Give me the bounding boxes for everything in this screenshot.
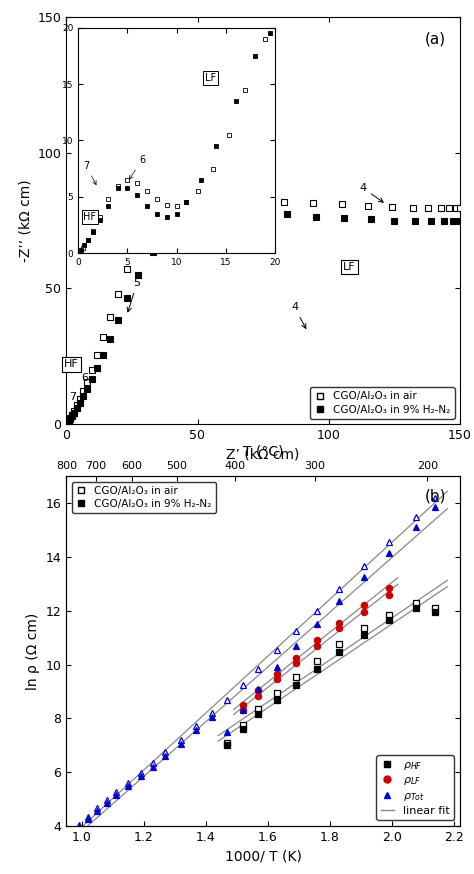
Text: 7: 7: [70, 392, 77, 401]
Text: LF: LF: [343, 261, 356, 272]
X-axis label: 1000/ T (K): 1000/ T (K): [225, 850, 301, 864]
Text: HF: HF: [64, 359, 79, 370]
Text: (b): (b): [425, 489, 446, 503]
Y-axis label: -Z’’ (kΩ cm): -Z’’ (kΩ cm): [18, 179, 32, 262]
Y-axis label: ln ρ (Ω cm): ln ρ (Ω cm): [26, 613, 40, 690]
Legend: CGO/Al₂O₃ in air, CGO/Al₂O₃ in 9% H₂-N₂: CGO/Al₂O₃ in air, CGO/Al₂O₃ in 9% H₂-N₂: [310, 387, 455, 419]
Text: 6: 6: [81, 372, 88, 383]
Text: 5: 5: [127, 278, 141, 312]
Text: 4: 4: [359, 183, 383, 202]
Text: (a): (a): [425, 31, 446, 46]
X-axis label: T (°C): T (°C): [243, 445, 283, 459]
Legend: $\rho_{HF}$, $\rho_{LF}$, $\rho_{Tot}$, linear fit: $\rho_{HF}$, $\rho_{LF}$, $\rho_{Tot}$, …: [376, 755, 454, 821]
Text: 4: 4: [291, 302, 306, 329]
X-axis label: Z’ (kΩ cm): Z’ (kΩ cm): [227, 447, 300, 461]
